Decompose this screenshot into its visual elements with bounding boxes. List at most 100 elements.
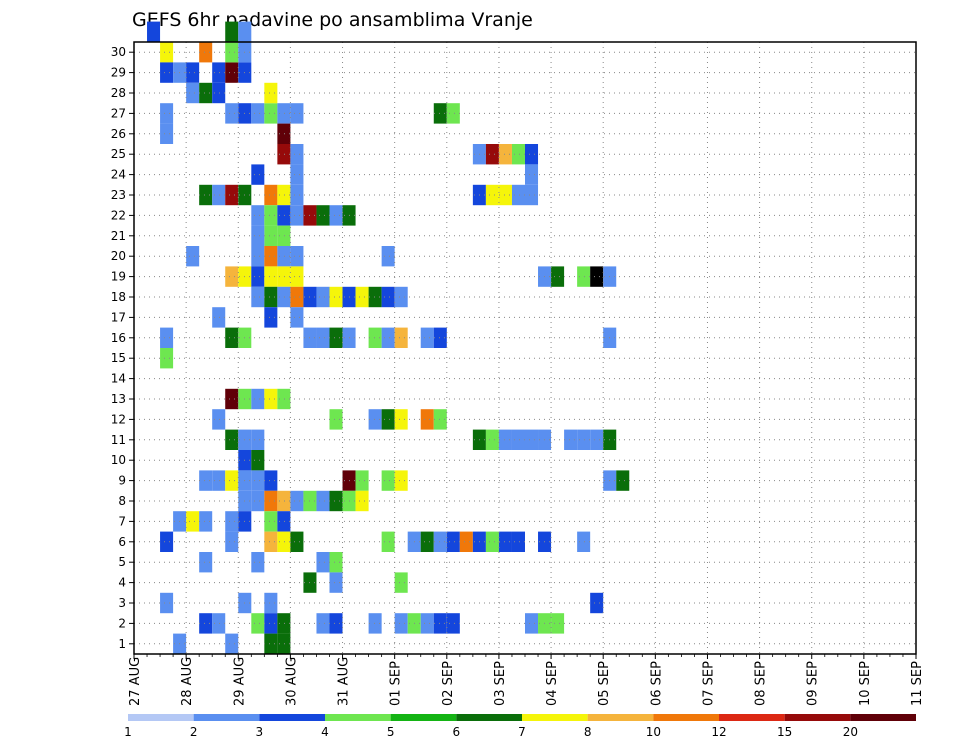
heatmap-cell xyxy=(147,21,161,42)
heatmap-cell xyxy=(199,82,213,104)
grid-layer xyxy=(134,42,916,654)
heatmap-cell xyxy=(199,470,213,491)
x-tick-label: 08 SEP xyxy=(754,661,769,706)
heatmap-cell xyxy=(485,531,499,552)
heatmap-cell xyxy=(264,531,278,552)
y-tick-label: 7 xyxy=(118,514,126,528)
heatmap-cell xyxy=(160,348,174,369)
y-tick-label: 6 xyxy=(118,535,126,549)
y-tick-label: 9 xyxy=(118,474,126,488)
heatmap-cell xyxy=(329,572,343,593)
heatmap-cell xyxy=(225,470,239,491)
heatmap-cell xyxy=(433,103,447,124)
heatmap-cell xyxy=(316,327,330,348)
heatmap-cell xyxy=(590,429,604,450)
heatmap-cell xyxy=(446,531,460,552)
legend-label: 3 xyxy=(256,725,264,739)
heatmap-cell xyxy=(212,307,226,328)
heatmap-cell xyxy=(186,246,200,267)
y-tick-label: 26 xyxy=(111,127,126,141)
heatmap-cell xyxy=(355,490,369,512)
heatmap-cell xyxy=(381,409,395,430)
legend-label: 12 xyxy=(711,725,726,739)
heatmap-cell xyxy=(577,429,591,450)
heatmap-cell xyxy=(511,429,525,450)
x-tick-label: 05 SEP xyxy=(597,661,612,706)
heatmap-cell xyxy=(225,388,239,410)
heatmap-cell xyxy=(577,266,591,287)
heatmap-cell xyxy=(212,613,226,634)
legend-swatch xyxy=(390,714,457,721)
heatmap-cell xyxy=(590,266,604,287)
heatmap-cell xyxy=(264,225,278,246)
heatmap-cell xyxy=(590,592,604,614)
heatmap-cell xyxy=(329,327,343,348)
heatmap-cell xyxy=(225,103,239,124)
heatmap-cell xyxy=(212,184,226,206)
y-tick-label: 20 xyxy=(111,249,126,263)
heatmap-cell xyxy=(225,21,239,42)
heatmap-cell xyxy=(290,184,304,206)
legend-label: 1 xyxy=(124,725,132,739)
heatmap-cell xyxy=(251,388,265,410)
heatmap-cell xyxy=(264,613,278,634)
heatmap-cell xyxy=(394,409,408,430)
heatmap-cell xyxy=(381,246,395,267)
legend-swatch xyxy=(259,714,325,721)
heatmap-cell xyxy=(498,531,512,552)
heatmap-cell xyxy=(290,144,304,165)
heatmap-cell xyxy=(498,144,512,165)
heatmap-cell xyxy=(160,123,174,144)
legend-label: 8 xyxy=(584,725,592,739)
heatmap-cell xyxy=(251,552,265,573)
heatmap-cell xyxy=(225,42,239,63)
heatmap-cell xyxy=(498,184,512,206)
heatmap-cell xyxy=(368,286,382,308)
heatmap-cell xyxy=(277,266,291,287)
heatmap-cell xyxy=(381,286,395,308)
heatmap-cell xyxy=(316,552,330,573)
heatmap-cell xyxy=(290,205,304,226)
y-tick-label: 17 xyxy=(111,310,126,324)
heatmap-cell xyxy=(277,286,291,308)
x-tick-label: 07 SEP xyxy=(701,661,716,706)
heatmap-cell xyxy=(160,531,174,552)
heatmap-cell xyxy=(160,103,174,124)
heatmap-cell xyxy=(264,470,278,491)
x-tick-label: 28 AUG xyxy=(180,657,195,706)
y-tick-label: 12 xyxy=(111,412,126,426)
heatmap-cell xyxy=(433,327,447,348)
heatmap-cell xyxy=(511,184,525,206)
heatmap-cell xyxy=(355,286,369,308)
heatmap-cell xyxy=(277,103,291,124)
heatmap-cell xyxy=(525,144,539,165)
y-tick-label: 11 xyxy=(111,433,126,447)
heatmap-cell xyxy=(485,184,499,206)
heatmap-cell xyxy=(551,266,565,287)
heatmap-cell xyxy=(290,164,304,185)
heatmap-cell xyxy=(277,144,291,165)
heatmap-cell xyxy=(329,409,343,430)
heatmap-cell xyxy=(290,246,304,267)
heatmap-cell xyxy=(264,103,278,124)
y-tick-label: 1 xyxy=(118,637,126,651)
heatmap-cell xyxy=(251,470,265,491)
heatmap-cell xyxy=(420,327,434,348)
heatmap-cell xyxy=(433,409,447,430)
heatmap-cell xyxy=(251,205,265,226)
heatmap-cell xyxy=(277,490,291,512)
heatmap-cell xyxy=(394,470,408,491)
heatmap-cell xyxy=(511,144,525,165)
heatmap-cell xyxy=(160,327,174,348)
heatmap-cell xyxy=(277,123,291,144)
heatmap-cell xyxy=(616,470,630,491)
y-tick-label: 19 xyxy=(111,270,126,284)
heatmap-cell xyxy=(329,613,343,634)
heatmap-cell xyxy=(316,286,330,308)
legend-label: 4 xyxy=(321,725,329,739)
legend: 1 2 3 4 5 6 7 8 10 12 15 20 xyxy=(124,714,916,739)
heatmap-cell xyxy=(290,307,304,328)
heatmap-cell xyxy=(290,490,304,512)
y-tick-label: 5 xyxy=(118,555,126,569)
heatmap-cell xyxy=(225,633,239,654)
